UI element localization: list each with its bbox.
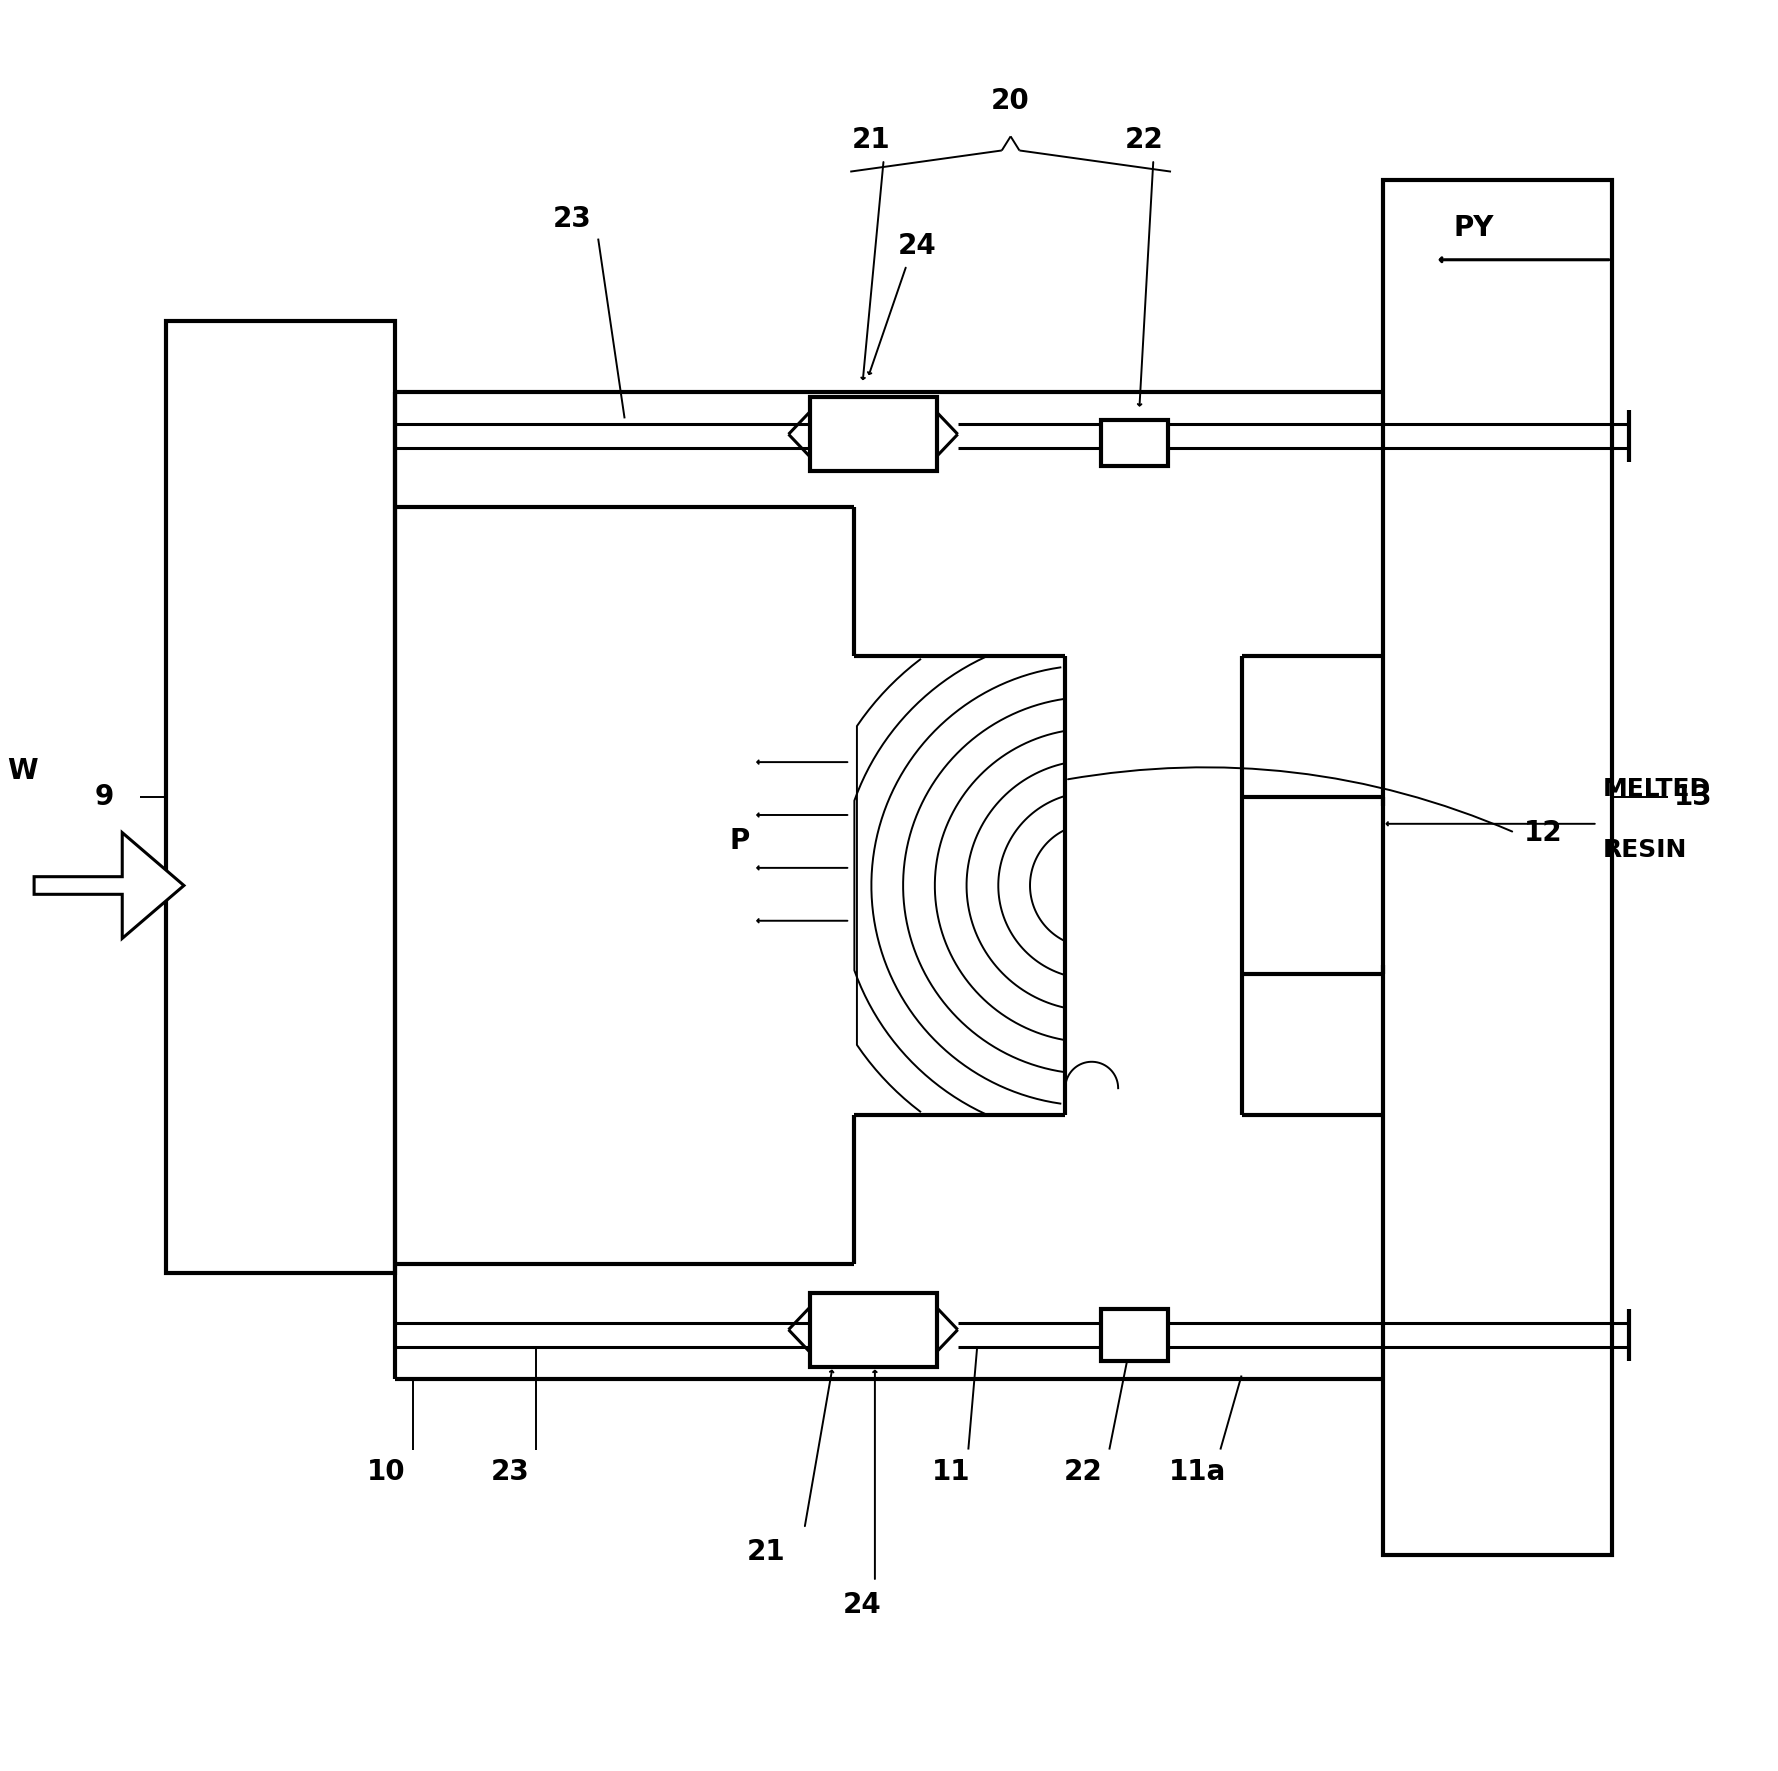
Text: 20: 20 bbox=[992, 87, 1029, 115]
Text: 9: 9 bbox=[94, 783, 114, 811]
Text: 24: 24 bbox=[843, 1590, 882, 1619]
Text: 11: 11 bbox=[932, 1458, 971, 1486]
Text: 10: 10 bbox=[368, 1458, 405, 1486]
Text: 23: 23 bbox=[553, 205, 590, 234]
Bar bbox=[1101, 420, 1168, 466]
Bar bbox=[1383, 181, 1611, 1555]
Text: 12: 12 bbox=[1524, 818, 1563, 847]
Bar bbox=[167, 322, 395, 1273]
Text: 11a: 11a bbox=[1168, 1458, 1227, 1486]
Text: 22: 22 bbox=[1063, 1458, 1102, 1486]
Text: 13: 13 bbox=[1673, 783, 1712, 811]
Text: 21: 21 bbox=[852, 126, 891, 154]
Bar bbox=[809, 1293, 937, 1367]
Text: 23: 23 bbox=[491, 1458, 530, 1486]
Text: 21: 21 bbox=[747, 1537, 784, 1566]
Text: 22: 22 bbox=[1125, 126, 1165, 154]
Text: 24: 24 bbox=[898, 232, 937, 260]
Text: RESIN: RESIN bbox=[1604, 838, 1687, 862]
Text: MELTED: MELTED bbox=[1604, 776, 1710, 800]
Text: P: P bbox=[729, 827, 749, 855]
Text: PY: PY bbox=[1453, 214, 1494, 243]
Text: W: W bbox=[7, 756, 39, 785]
Bar bbox=[809, 397, 937, 471]
Bar bbox=[1101, 1309, 1168, 1362]
Polygon shape bbox=[34, 832, 183, 939]
